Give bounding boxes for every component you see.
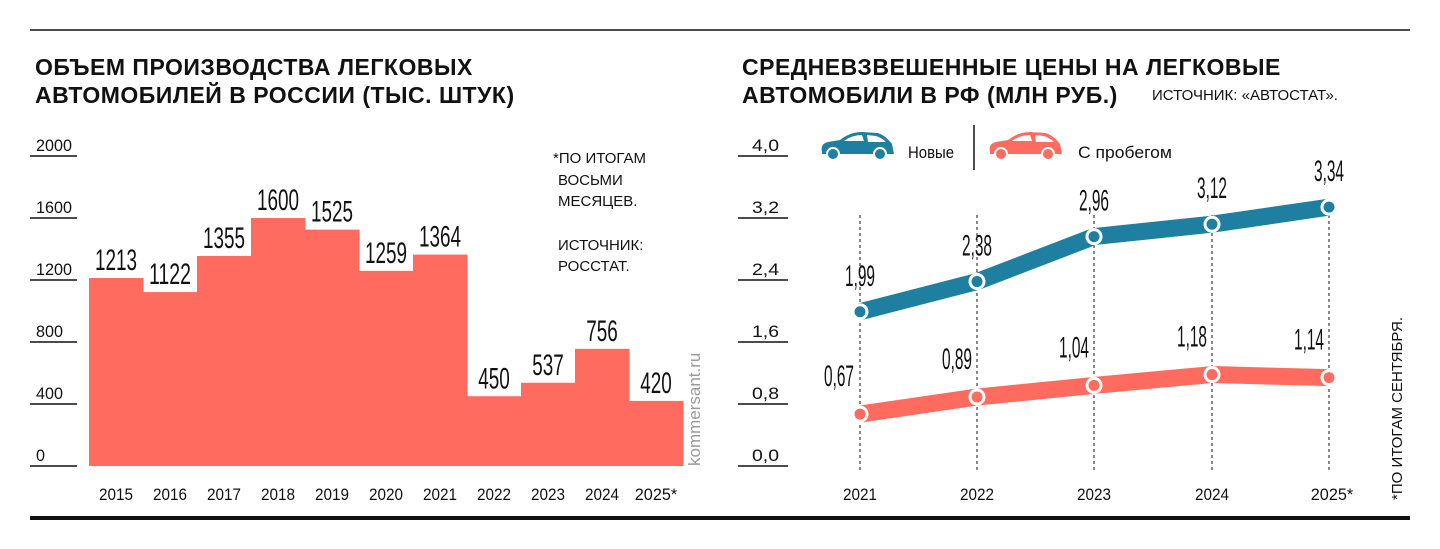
bar-2021 <box>413 254 468 466</box>
production-title-line-2: АВТОМОБИЛЕЙ В РОССИИ (ТЫС. ШТУК) <box>35 81 515 108</box>
bar-value-label: 1364 <box>419 221 461 254</box>
data-point <box>1203 215 1221 233</box>
bar-value-label: 450 <box>478 362 510 395</box>
bar-2023 <box>521 382 576 466</box>
data-point <box>968 273 986 291</box>
data-value-label: 2,96 <box>1079 185 1109 218</box>
data-value-label: 2,38 <box>962 230 992 263</box>
data-value-label: 1,18 <box>1177 321 1207 354</box>
car-icon-used <box>989 132 1062 161</box>
y-tick-label: 3,2 <box>752 198 779 217</box>
production-chart: ОБЪЕМ ПРОИЗВОДСТВА ЛЕГКОВЫХ АВТОМОБИЛЕЙ … <box>30 54 704 504</box>
x-tick-label: 2024 <box>585 485 619 504</box>
data-point <box>851 405 869 423</box>
bar-value-label: 1525 <box>311 196 353 229</box>
data-point <box>1085 376 1103 394</box>
x-tick-label: 2022 <box>960 485 994 504</box>
x-tick-label: 2020 <box>369 485 403 504</box>
y-tick-label: 4,0 <box>752 136 779 155</box>
data-value-label: 0,67 <box>824 360 854 393</box>
x-tick-label: 2023 <box>531 485 565 504</box>
footnote-line: РОССТАТ. <box>558 258 630 275</box>
data-point <box>1203 366 1221 384</box>
bar-value-label: 1122 <box>149 258 191 291</box>
bar-2016 <box>143 292 198 466</box>
production-title-line-1: ОБЪЕМ ПРОИЗВОДСТВА ЛЕГКОВЫХ <box>35 54 473 80</box>
data-point <box>968 388 986 406</box>
x-tick-label: 2016 <box>153 485 187 504</box>
bar-2020 <box>359 270 414 466</box>
watermark: kommersant.ru <box>685 353 704 466</box>
x-tick-label: 2025* <box>1311 485 1354 504</box>
y-tick-label: 1200 <box>36 260 72 279</box>
data-value-label: 1,04 <box>1059 331 1089 364</box>
y-tick-label: 1600 <box>36 198 72 217</box>
x-tick-label: 2021 <box>843 485 877 504</box>
footnote-line: ИСТОЧНИК: <box>558 237 643 254</box>
price-note: *ПО ИТОГАМ СЕНТЯБРЯ. <box>1389 317 1406 500</box>
bar-2022 <box>467 396 522 466</box>
data-point <box>851 303 869 321</box>
footnote-line: *ПО ИТОГАМ <box>553 150 646 167</box>
data-point <box>1085 228 1103 246</box>
bar-value-label: 1600 <box>257 184 299 217</box>
bar-value-label: 1355 <box>203 222 245 255</box>
y-tick-label: 800 <box>36 322 63 341</box>
data-value-label: 3,12 <box>1197 172 1227 205</box>
x-tick-label: 2021 <box>423 485 457 504</box>
y-tick-label: 2000 <box>36 136 72 155</box>
legend-label-new: Новые <box>908 143 954 162</box>
price-source: ИСТОЧНИК: «АВТОСТАТ». <box>1152 87 1338 104</box>
x-tick-label: 2022 <box>477 485 511 504</box>
x-tick-label: 2017 <box>207 485 241 504</box>
price-title-line-1: СРЕДНЕВЗВЕШЕННЫЕ ЦЕНЫ НА ЛЕГКОВЫЕ <box>742 54 1281 80</box>
y-tick-label: 2,4 <box>752 260 779 279</box>
data-point <box>1320 198 1338 216</box>
bar-2018 <box>251 218 306 466</box>
y-tick-label: 0 <box>36 446 45 465</box>
price-title-line-2: АВТОМОБИЛИ В РФ (МЛН РУБ.) <box>742 82 1118 108</box>
data-value-label: 0,89 <box>942 343 972 376</box>
legend-label-used: С пробегом <box>1078 143 1172 162</box>
x-tick-label: 2018 <box>261 485 295 504</box>
legend: Новые С пробегом <box>821 125 1172 170</box>
data-value-label: 3,34 <box>1314 155 1344 188</box>
bar-value-label: 1259 <box>365 237 407 270</box>
y-tick-label: 400 <box>36 384 63 403</box>
data-point <box>1320 369 1338 387</box>
y-tick-label: 1,6 <box>752 322 779 341</box>
x-tick-label: 2024 <box>1195 485 1229 504</box>
data-value-label: 1,99 <box>845 260 875 293</box>
bar-2025* <box>629 400 684 466</box>
bar-2015 <box>89 277 144 466</box>
bar-value-label: 420 <box>640 367 672 400</box>
bar-2017 <box>197 255 252 466</box>
data-value-label: 1,14 <box>1294 324 1324 357</box>
bar-value-label: 1213 <box>95 244 137 277</box>
car-icon-new <box>821 132 894 161</box>
bar-2024 <box>575 348 630 466</box>
footnote-line: МЕСЯЦЕВ. <box>558 193 637 210</box>
bar-value-label: 756 <box>586 315 618 348</box>
x-tick-label: 2015 <box>99 485 133 504</box>
x-tick-label: 2025* <box>635 485 678 504</box>
y-tick-label: 0,0 <box>752 446 779 465</box>
bar-2019 <box>305 229 360 466</box>
x-tick-label: 2019 <box>315 485 349 504</box>
bar-value-label: 537 <box>532 349 564 382</box>
footnote-line: ВОСЬМИ <box>558 172 623 189</box>
price-chart: СРЕДНЕВЗВЕШЕННЫЕ ЦЕНЫ НА ЛЕГКОВЫЕ АВТОМО… <box>738 54 1406 504</box>
y-tick-label: 0,8 <box>752 384 779 403</box>
x-tick-label: 2023 <box>1077 485 1111 504</box>
